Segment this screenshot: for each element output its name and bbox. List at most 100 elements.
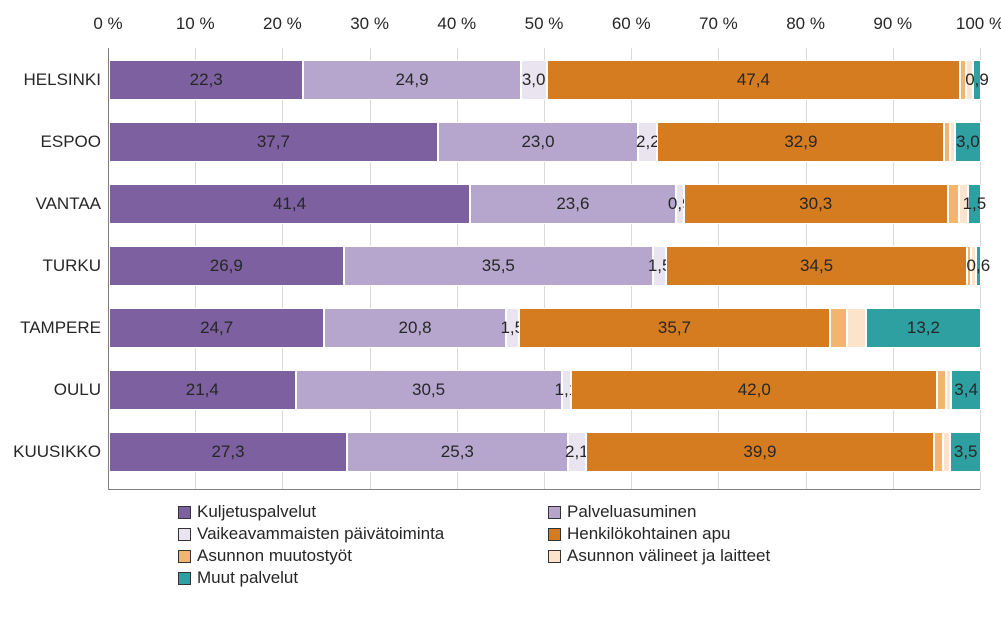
segment-value-label: 0,6 [967, 256, 991, 276]
legend-label: Henkilökohtainen apu [567, 524, 731, 544]
bar-segment: 37,7 [109, 122, 438, 162]
bar-segment: 24,7 [109, 308, 324, 348]
bar-segment: 1,1 [562, 370, 572, 410]
bar-segment: 21,4 [109, 370, 296, 410]
bar-segment: 2,1 [568, 432, 586, 472]
segment-value-label: 34,5 [800, 256, 833, 276]
legend-swatch [178, 506, 191, 519]
legend-swatch [548, 550, 561, 563]
bar-segment: 27,3 [109, 432, 347, 472]
bar-segment: 41,4 [109, 184, 470, 224]
segment-value-label: 2,2 [636, 132, 660, 152]
segment-value-label: 30,3 [799, 194, 832, 214]
bar-segment: 24,9 [303, 60, 520, 100]
legend-label: Muut palvelut [197, 568, 298, 588]
bar-segment: 3,0 [955, 122, 981, 162]
bar-segment: 26,9 [109, 246, 344, 286]
legend-item: Asunnon välineet ja laitteet [548, 546, 918, 566]
legend-label: Asunnon välineet ja laitteet [567, 546, 770, 566]
bar-segment: 1,5 [506, 308, 519, 348]
legend-item: Vaikeavammaisten päivätoiminta [178, 524, 548, 544]
bar-segment: 3,4 [951, 370, 981, 410]
bar-segment: 32,9 [657, 122, 944, 162]
bar-segment: 39,9 [586, 432, 934, 472]
x-tick-label: 100 % [956, 14, 1001, 34]
legend-swatch [548, 506, 561, 519]
x-tick-label: 60 % [612, 14, 651, 34]
bar-segment: 3,0 [521, 60, 547, 100]
legend-label: Palveluasuminen [567, 502, 696, 522]
legend-swatch [178, 550, 191, 563]
category-label: HELSINKI [1, 70, 101, 90]
legend-item: Kuljetuspalvelut [178, 502, 548, 522]
bar-row: 22,324,93,047,40,9 [109, 60, 981, 100]
bar-segment: 34,5 [666, 246, 967, 286]
bar-segment: 2,2 [638, 122, 657, 162]
category-label: KUUSIKKO [1, 442, 101, 462]
segment-value-label: 25,3 [441, 442, 474, 462]
bar-row: 24,7 20,8 1,5 35,7 13,2 [109, 308, 981, 348]
bar-segment [934, 432, 943, 472]
legend-item: Henkilökohtainen apu [548, 524, 918, 544]
category-label: TAMPERE [1, 318, 101, 338]
legend-item: Asunnon muutostyöt [178, 546, 548, 566]
legend-swatch [178, 572, 191, 585]
legend-item: Muut palvelut [178, 568, 548, 588]
segment-value-label: 26,9 [210, 256, 243, 276]
x-tick-label: 70 % [699, 14, 738, 34]
stacked-bar-chart: 0 %10 %20 %30 %40 %50 %60 %70 %80 %90 %1… [0, 0, 1001, 618]
bar-row: 21,4 30,51,1 42,0 3,4 [109, 370, 981, 410]
bar-row: 37,7 23,0 2,2 32,9 3,0 [109, 122, 981, 162]
segment-value-label: 3,0 [956, 132, 980, 152]
bar-segment [937, 370, 946, 410]
bar-segment: 13,2 [866, 308, 981, 348]
bar-segment: 30,5 [296, 370, 562, 410]
legend-label: Vaikeavammaisten päivätoiminta [197, 524, 444, 544]
bar-segment: 35,5 [344, 246, 654, 286]
bar-segment: 42,0 [571, 370, 937, 410]
segment-value-label: 42,0 [738, 380, 771, 400]
plot-area: 22,3 24,9 3,0 47,4 0,9 37,7 23,0 2,2 32,9 3,0 41,4… [108, 48, 980, 490]
segment-value-label: 32,9 [784, 132, 817, 152]
segment-value-label: 24,9 [395, 70, 428, 90]
bar-segment [830, 308, 847, 348]
x-tick-label: 90 % [873, 14, 912, 34]
segment-value-label: 27,3 [211, 442, 244, 462]
category-label: VANTAA [1, 194, 101, 214]
legend-item: Palveluasuminen [548, 502, 918, 522]
bar-row: 26,935,51,534,50,6 [109, 246, 981, 286]
legend-swatch [548, 528, 561, 541]
bar-row: 41,423,60,930,31,5 [109, 184, 981, 224]
bar-segment: 23,6 [470, 184, 676, 224]
segment-value-label: 21,4 [186, 380, 219, 400]
bar-segment: 30,3 [684, 184, 948, 224]
segment-value-label: 3,0 [522, 70, 546, 90]
legend-swatch [178, 528, 191, 541]
segment-value-label: 22,3 [190, 70, 223, 90]
legend-label: Asunnon muutostyöt [197, 546, 352, 566]
segment-value-label: 35,7 [658, 318, 691, 338]
segment-value-label: 41,4 [273, 194, 306, 214]
x-tick-label: 30 % [350, 14, 389, 34]
category-label: OULU [1, 380, 101, 400]
segment-value-label: 47,4 [737, 70, 770, 90]
segment-value-label: 0,9 [965, 70, 989, 90]
bar-segment [847, 308, 866, 348]
bar-segment: 0,6 [976, 246, 981, 286]
segment-value-label: 3,4 [954, 380, 978, 400]
bar-segment: 3,5 [950, 432, 981, 472]
segment-value-label: 39,9 [743, 442, 776, 462]
bar-segment: 20,8 [324, 308, 505, 348]
bar-segment [948, 184, 959, 224]
segment-value-label: 1,5 [963, 194, 987, 214]
segment-value-label: 13,2 [907, 318, 940, 338]
segment-value-label: 23,0 [521, 132, 554, 152]
bar-segment: 0,9 [676, 184, 684, 224]
x-axis-ticks: 0 %10 %20 %30 %40 %50 %60 %70 %80 %90 %1… [108, 14, 980, 38]
x-tick-label: 40 % [437, 14, 476, 34]
bar-segment: 25,3 [347, 432, 568, 472]
bar-segment: 22,3 [109, 60, 303, 100]
segment-value-label: 20,8 [399, 318, 432, 338]
bar-row: 27,3 25,3 2,1 39,9 3,5 [109, 432, 981, 472]
x-tick-label: 20 % [263, 14, 302, 34]
